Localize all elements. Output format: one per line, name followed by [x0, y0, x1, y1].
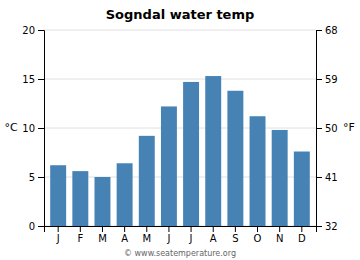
tick-label: 41 — [325, 172, 338, 183]
grid-line — [44, 30, 316, 31]
bar — [161, 106, 177, 226]
tick: 68 — [316, 25, 338, 36]
tick: 20 — [22, 25, 44, 36]
tick-label: 15 — [22, 74, 35, 85]
tick-mark — [58, 226, 59, 232]
tick-mark — [38, 128, 44, 129]
tick: A — [210, 226, 217, 244]
tick: J — [56, 226, 60, 244]
bar — [294, 152, 310, 226]
tick-mark — [257, 226, 258, 232]
y-axis: 0 5 10 15 20 — [22, 25, 44, 232]
tick: A — [121, 226, 128, 244]
tick: M — [98, 226, 107, 244]
tick: 10 — [22, 123, 44, 134]
tick-label: J — [166, 233, 170, 244]
x-axis: JFMAMJJASOND — [45, 226, 317, 244]
tick-label: 0 — [29, 221, 35, 232]
tick: 15 — [22, 74, 44, 85]
tick-label: 32 — [325, 221, 338, 232]
bar — [205, 76, 221, 226]
tick-label: 68 — [325, 25, 338, 36]
tick: J — [166, 226, 170, 244]
tick-mark — [168, 226, 169, 232]
tick: 32 — [316, 221, 338, 232]
tick: 5 — [29, 172, 44, 183]
tick-label: A — [210, 233, 217, 244]
tick: 41 — [316, 172, 338, 183]
grid — [44, 30, 316, 226]
tick-mark — [102, 226, 103, 232]
tick-mark — [213, 226, 214, 232]
tick-label: 10 — [22, 123, 35, 134]
tick-label: J — [56, 233, 60, 244]
tick: D — [298, 226, 306, 244]
plot: J F M A M J J A S O N D 0 5 10 15 20 32 41 50 59 68 — [22, 25, 337, 244]
bar — [139, 136, 155, 226]
chart: J F M A M J J A S O N D 0 5 10 15 20 32 41 50 59 68 °C °F Sognda… — [0, 0, 360, 260]
tick: 50 — [316, 123, 338, 134]
tick-label: M — [142, 233, 151, 244]
tick-label: M — [98, 233, 107, 244]
tick-mark — [80, 226, 81, 232]
tick-label: 50 — [325, 123, 338, 134]
tick-mark — [301, 226, 302, 232]
grid-line — [44, 128, 316, 129]
bar — [95, 177, 111, 226]
tick-label: A — [121, 233, 128, 244]
tick-mark — [235, 226, 236, 232]
tick-mark — [191, 226, 192, 232]
tick-mark — [316, 177, 322, 178]
tick-label: 59 — [325, 74, 338, 85]
tick-label: F — [77, 233, 83, 244]
y2-axis: 32 41 50 59 68 — [316, 25, 338, 232]
tick: N — [276, 226, 283, 244]
y2-axis-label: °F — [343, 121, 355, 134]
tick-mark — [38, 79, 44, 80]
bar — [227, 91, 243, 226]
annotation: © www.seatemperature.org — [124, 249, 236, 258]
bar — [250, 116, 266, 226]
tick-mark — [38, 30, 44, 31]
tick: M — [142, 226, 151, 244]
tick: J — [189, 226, 193, 244]
tick-mark — [316, 79, 322, 80]
axis-line — [45, 227, 317, 233]
tick-label: D — [298, 233, 306, 244]
title: Sogndal water temp — [106, 7, 255, 22]
tick-label: 20 — [22, 25, 35, 36]
bar — [272, 130, 288, 226]
tick: S — [232, 226, 238, 244]
tick: 0 — [29, 221, 44, 232]
tick-label: N — [276, 233, 283, 244]
tick-mark — [124, 226, 125, 232]
tick-label: S — [232, 233, 238, 244]
tick-label: 5 — [29, 172, 35, 183]
tick-mark — [146, 226, 147, 232]
grid-line — [44, 79, 316, 80]
tick-label: J — [189, 233, 193, 244]
y-axis-label: °C — [4, 121, 18, 134]
axis-line — [317, 31, 323, 227]
tick-mark — [316, 128, 322, 129]
bars — [50, 76, 310, 226]
bar — [117, 163, 133, 226]
tick: O — [254, 226, 262, 244]
bar — [72, 171, 88, 226]
tick-mark — [316, 226, 322, 227]
tick-mark — [316, 30, 322, 31]
tick: 59 — [316, 74, 338, 85]
tick: F — [77, 226, 83, 244]
axis-line — [38, 31, 45, 227]
tick-mark — [279, 226, 280, 232]
tick-label: O — [254, 233, 262, 244]
bar — [183, 82, 199, 226]
tick-mark — [38, 226, 44, 227]
bar — [50, 165, 66, 226]
tick-mark — [38, 177, 44, 178]
